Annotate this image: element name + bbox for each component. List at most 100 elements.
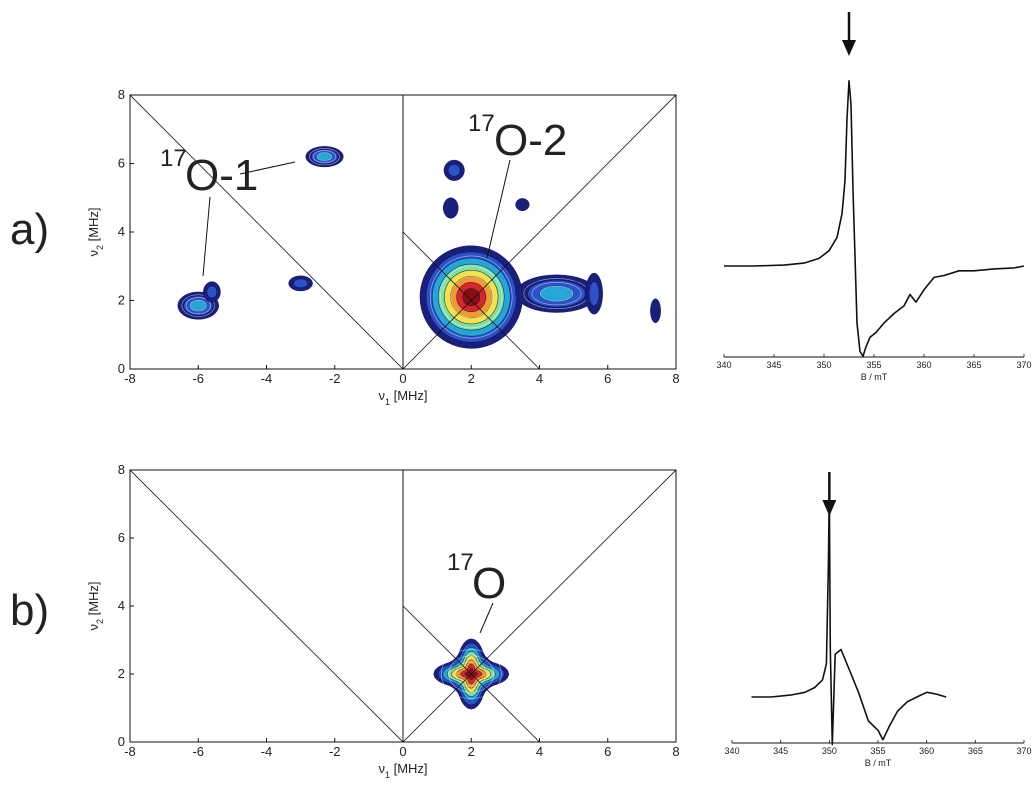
contour-a-x-tick-label: 0 bbox=[399, 371, 406, 386]
epr-a-x-tick-label: 350 bbox=[816, 360, 831, 370]
contour-a-contour-line bbox=[539, 285, 574, 302]
contour-a-y-axis-label-unit: [MHz] bbox=[86, 207, 101, 245]
contour-a-peaks bbox=[177, 146, 661, 349]
contour-b-contour-line bbox=[440, 649, 502, 699]
annotation-17o-text: O bbox=[472, 559, 506, 608]
contour-a-y-tick-label: 6 bbox=[118, 156, 125, 171]
contour-a-y-axis-label-main: ν bbox=[86, 250, 101, 257]
epr-a-trace bbox=[724, 80, 1025, 358]
contour-a-x-axis-label-sub: 1 bbox=[385, 397, 390, 407]
epr-a-arrow bbox=[842, 12, 856, 56]
contour-a-peak bbox=[419, 245, 523, 349]
contour-a-diagonal-left bbox=[130, 95, 404, 369]
contour-b-x-tick-label: -8 bbox=[124, 744, 136, 759]
epr-b-trace bbox=[751, 487, 947, 746]
contour-a-x-tick-label: 4 bbox=[536, 371, 543, 386]
contour-a-diagonal-right bbox=[402, 95, 676, 369]
epr-b-arrow-head bbox=[822, 500, 837, 516]
contour-b-x-axis-label-unit: [MHz] bbox=[390, 761, 428, 776]
contour-b-x-tick-label: -6 bbox=[192, 744, 204, 759]
contour-b-contour-line bbox=[448, 655, 495, 693]
contour-b-x-tick-label: 8 bbox=[672, 744, 679, 759]
contour-a-peak bbox=[515, 198, 530, 212]
contour-a-y-axis-label: ν2 [MHz] bbox=[86, 207, 105, 256]
contour-a-x-axis-label-unit: [MHz] bbox=[390, 388, 428, 403]
contour-b-y-axis-label-unit: [MHz] bbox=[86, 581, 101, 619]
epr-b-x-tick-label: 350 bbox=[822, 746, 837, 756]
epr-spectrum-a: 340 345 350 355 360 365 370 B / mT bbox=[716, 12, 1032, 382]
epr-b-x-axis-label: B / mT bbox=[865, 758, 892, 768]
contour-b-x-tick-label: -4 bbox=[261, 744, 273, 759]
contour-a-antidiagonal bbox=[402, 231, 540, 369]
contour-b-y-tick-label: 2 bbox=[118, 666, 125, 681]
contour-a-x-tick-label: -4 bbox=[261, 371, 273, 386]
contour-a-x-axis-label-main: ν bbox=[378, 388, 385, 403]
contour-b-contour-line bbox=[455, 661, 487, 687]
contour-a-contour-level bbox=[443, 197, 459, 219]
contour-a-reference-lines bbox=[130, 95, 676, 369]
epr-a-x-tick-label: 370 bbox=[1016, 360, 1031, 370]
epr-a-x-tick-label: 345 bbox=[766, 360, 781, 370]
contour-b-reference-lines bbox=[130, 470, 676, 742]
contour-a-contour-level bbox=[293, 278, 308, 289]
annotation-17o-pointer bbox=[479, 602, 494, 634]
contour-b-x-axis-label-sub: 1 bbox=[385, 770, 390, 780]
contour-b-y-axis-label-sub: 2 bbox=[95, 619, 105, 624]
contour-a-x-axis-label: ν1 [MHz] bbox=[378, 388, 427, 407]
contour-b-y-tick-label: 6 bbox=[118, 530, 125, 545]
annotation-17o-1-sup: 17 bbox=[160, 145, 187, 172]
contour-a-y-tick-label: 8 bbox=[118, 87, 125, 102]
annotation-17o: 17 O bbox=[447, 549, 506, 634]
contour-b-x-axis-label-main: ν bbox=[378, 761, 385, 776]
contour-a-contour-line bbox=[316, 152, 333, 162]
contour-b-x-axis-label: ν1 [MHz] bbox=[378, 761, 427, 780]
epr-b-x-tick-label: 355 bbox=[870, 746, 885, 756]
panel-label-a: a) bbox=[10, 205, 49, 254]
epr-b-x-tick-label: 370 bbox=[1016, 746, 1031, 756]
contour-b-y-tick-label: 8 bbox=[118, 462, 125, 477]
epr-b-x-tick-label: 360 bbox=[919, 746, 934, 756]
epr-a-arrow-head bbox=[842, 40, 856, 56]
annotation-17o-1-pointer-lower bbox=[202, 196, 211, 277]
annotation-17o-1: 17 O-1 bbox=[160, 145, 296, 277]
contour-a-contour-line bbox=[185, 297, 211, 315]
contour-a-peak bbox=[305, 146, 344, 168]
contour-a-contour-line bbox=[181, 294, 215, 317]
contour-a-contour-level bbox=[447, 164, 461, 177]
contour-a-contour-level bbox=[588, 281, 600, 306]
contour-a-y-tick-label: 0 bbox=[118, 361, 125, 376]
annotation-17o-1-text: O-1 bbox=[185, 151, 258, 200]
epr-a-x-tick-label: 360 bbox=[916, 360, 931, 370]
contour-a-contour-line bbox=[429, 255, 513, 339]
contour-a-peak bbox=[515, 274, 598, 313]
contour-b-diagonal-left bbox=[130, 470, 404, 742]
annotation-17o-2-sup: 17 bbox=[468, 110, 495, 137]
contour-b-antidiagonal bbox=[402, 605, 540, 742]
contour-a-contour-line bbox=[189, 299, 207, 312]
annotation-17o-2-pointer bbox=[486, 159, 511, 259]
contour-b-y-axis-label-main: ν bbox=[86, 624, 101, 631]
contour-a-contour-line bbox=[309, 148, 340, 166]
epr-spectrum-b: 340 345 350 355 360 365 370 B / mT bbox=[724, 472, 1032, 768]
contour-b-x-tick-label: -2 bbox=[329, 744, 341, 759]
epr-a-x-axis-label: B / mT bbox=[861, 372, 888, 382]
annotation-17o-1-pointer-upper bbox=[239, 161, 296, 175]
contour-b-x-tick-label: 4 bbox=[536, 744, 543, 759]
epr-b-x-tick-label: 345 bbox=[773, 746, 788, 756]
contour-a-x-tick-label: -8 bbox=[124, 371, 136, 386]
contour-b-diagonal-right bbox=[402, 470, 676, 742]
contour-a-peak bbox=[443, 197, 459, 219]
contour-a-x-tick-label: 2 bbox=[468, 371, 475, 386]
epr-b-x-tick-label: 365 bbox=[968, 746, 983, 756]
contour-a-y-tick-label: 4 bbox=[118, 224, 125, 239]
contour-b-x-tick-label: 6 bbox=[604, 744, 611, 759]
contour-a-contour-level bbox=[650, 298, 661, 324]
contour-a-contour-level bbox=[515, 198, 530, 212]
contour-a-contour-line bbox=[531, 282, 582, 306]
contour-a-x-tick-label: 8 bbox=[672, 371, 679, 386]
epr-a-x-tick-label: 340 bbox=[716, 360, 731, 370]
contour-a-x-tick-label: -2 bbox=[329, 371, 341, 386]
contour-b-y-tick-label: 4 bbox=[118, 598, 125, 613]
